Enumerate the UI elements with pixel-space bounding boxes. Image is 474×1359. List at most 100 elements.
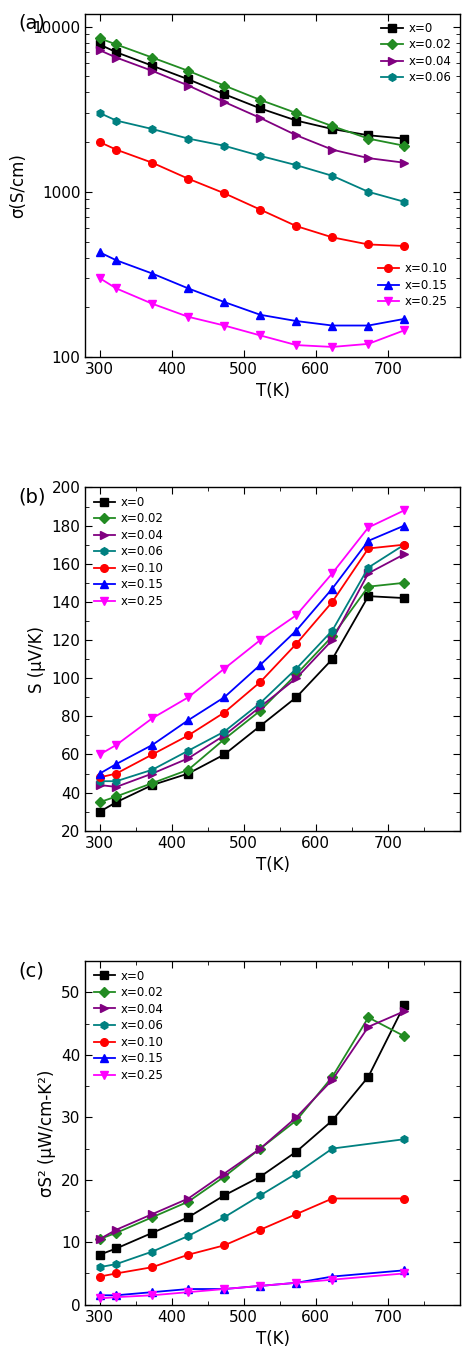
x=0.06 [113,113,119,129]
x=0.06 [149,1243,155,1260]
x=0.06 [293,660,299,677]
x=0 [293,1143,299,1159]
x=0.15 [149,1284,155,1301]
x=0.04 [185,750,191,766]
X-axis label: T(K): T(K) [255,856,290,874]
Line: x=0.10: x=0.10 [96,541,408,781]
x=0.10 [257,674,263,690]
x=0.02 [185,63,191,79]
x=0.25 [257,632,263,648]
x=0.10 [365,236,371,253]
x=0.04 [97,42,102,58]
x=0 [329,121,335,137]
Line: x=0.15: x=0.15 [96,249,408,329]
x=0 [401,130,407,147]
x=0.02 [185,1193,191,1210]
x=0 [293,689,299,705]
x=0.25 [401,322,407,338]
Line: x=0.06: x=0.06 [96,109,408,205]
x=0.10 [185,171,191,188]
x=0.04 [149,63,155,79]
x=0.06 [365,183,371,200]
x=0.25 [185,308,191,325]
x=0 [185,71,191,87]
x=0.02 [329,1068,335,1084]
x=0.10 [149,155,155,171]
Line: x=0.10: x=0.10 [96,139,408,250]
x=0.15 [293,313,299,329]
x=0.02 [401,1027,407,1044]
X-axis label: T(K): T(K) [255,1330,290,1348]
x=0.25 [329,1272,335,1288]
x=0.06 [113,773,119,790]
x=0.02 [365,1010,371,1026]
x=0 [401,590,407,606]
x=0.25 [221,318,227,334]
x=0 [185,765,191,781]
x=0.15 [401,1263,407,1279]
x=0.25 [329,338,335,355]
Text: (a): (a) [18,14,45,33]
x=0.15 [293,1275,299,1291]
x=0.06 [401,537,407,553]
Line: x=0.15: x=0.15 [96,1267,408,1299]
x=0.06 [97,1258,102,1275]
x=0.04 [97,1231,102,1248]
x=0.02 [149,49,155,65]
x=0.25 [257,328,263,344]
x=0.10 [221,185,227,201]
X-axis label: T(K): T(K) [255,382,290,401]
x=0.25 [185,689,191,705]
x=0.15 [149,265,155,281]
x=0.04 [329,141,335,158]
x=0.10 [293,1205,299,1222]
x=0 [113,794,119,810]
x=0.25 [113,1288,119,1305]
x=0.02 [221,77,227,94]
x=0.02 [97,1231,102,1248]
x=0.06 [401,193,407,209]
x=0.06 [97,773,102,790]
x=0.15 [221,294,227,310]
x=0.15 [401,518,407,534]
x=0.04 [257,1140,263,1157]
x=0 [257,1169,263,1185]
x=0.02 [257,92,263,109]
x=0.04 [293,670,299,686]
x=0.02 [149,1210,155,1226]
x=0.15 [185,712,191,728]
x=0.04 [329,632,335,648]
Line: x=0.02: x=0.02 [96,1014,408,1243]
Line: x=0.25: x=0.25 [96,1269,408,1302]
x=0.06 [329,1140,335,1157]
Line: x=0.10: x=0.10 [96,1195,408,1280]
x=0.15 [113,756,119,772]
x=0.25 [257,1277,263,1294]
x=0.04 [401,155,407,171]
x=0.10 [97,769,102,786]
x=0.25 [293,337,299,353]
x=0.10 [113,141,119,158]
x=0.15 [97,765,102,781]
x=0.02 [329,628,335,644]
x=0.06 [401,1131,407,1147]
x=0.15 [329,318,335,334]
Line: x=0.15: x=0.15 [96,522,408,777]
Line: x=0.02: x=0.02 [96,34,408,149]
x=0.02 [221,731,227,747]
x=0.10 [149,1258,155,1275]
x=0 [149,1224,155,1241]
x=0.15 [365,318,371,334]
x=0.10 [293,636,299,652]
Line: x=0.25: x=0.25 [96,275,408,351]
Y-axis label: S (μV/K): S (μV/K) [28,625,46,693]
x=0.02 [257,1140,263,1157]
x=0.25 [149,296,155,313]
x=0.06 [293,158,299,174]
x=0.02 [185,761,191,777]
x=0.06 [97,105,102,121]
x=0.04 [185,1190,191,1207]
Line: x=0: x=0 [96,41,408,143]
x=0.25 [329,565,335,582]
x=0.04 [149,765,155,781]
